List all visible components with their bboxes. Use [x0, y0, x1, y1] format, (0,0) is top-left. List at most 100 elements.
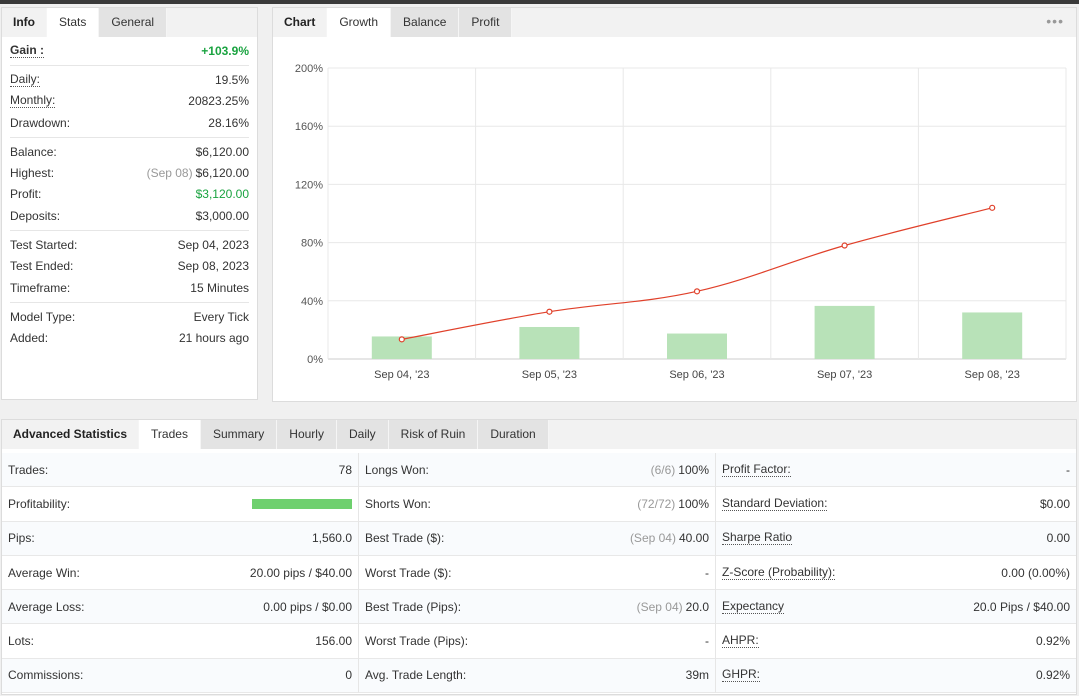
average-win-row: Average Win: 20.00 pips / $40.00: [2, 556, 358, 591]
worst-trade-usd-value: -: [705, 565, 709, 580]
x-tick-label: Sep 04, '23: [374, 369, 429, 381]
gain-group: Gain : +103.9%: [10, 37, 249, 67]
longs-won-value: 100%: [678, 462, 709, 477]
y-tick-label: 0%: [307, 354, 323, 366]
drawdown-row: Drawdown: 28.16%: [10, 112, 249, 133]
profit-factor-label[interactable]: Profit Factor:: [722, 461, 791, 477]
tab-duration[interactable]: Duration: [478, 420, 549, 449]
tab-balance[interactable]: Balance: [391, 8, 460, 37]
z-score-row: Z-Score (Probability): 0.00 (0.00%): [716, 556, 1076, 591]
average-loss-value: 0.00 pips / $0.00: [263, 599, 352, 614]
shorts-won-label: Shorts Won:: [365, 496, 431, 511]
profit-label: Profit:: [10, 187, 42, 202]
tab-chart[interactable]: Chart: [273, 8, 328, 37]
ghpr-row: GHPR: 0.92%: [716, 658, 1076, 694]
tab-advanced-statistics[interactable]: Advanced Statistics: [2, 420, 140, 449]
profit-factor-row: Profit Factor: -: [716, 453, 1076, 488]
balance-value: $6,120.00: [195, 144, 249, 159]
drawdown-label: Drawdown:: [10, 115, 71, 130]
daily-label[interactable]: Daily:: [10, 71, 41, 87]
tab-risk-of-ruin[interactable]: Risk of Ruin: [388, 420, 479, 449]
ghpr-value: 0.92%: [1035, 668, 1070, 683]
added-row: Added: 21 hours ago: [10, 328, 249, 349]
ahpr-row: AHPR: 0.92%: [716, 624, 1076, 659]
ahpr-label[interactable]: AHPR:: [722, 633, 759, 649]
meta-group: Model Type: Every Tick Added: 21 hours a…: [10, 303, 249, 353]
deposits-row: Deposits: $3,000.00: [10, 205, 249, 226]
info-panel: Info Stats General Gain : +103.9% Daily:…: [1, 7, 258, 400]
tab-growth[interactable]: Growth: [327, 8, 392, 37]
test-started-value: Sep 04, 2023: [177, 238, 249, 253]
expectancy-value: 20.0 Pips / $40.00: [973, 599, 1070, 614]
longs-won-count: (6/6): [650, 462, 676, 477]
y-tick-label: 120%: [295, 179, 323, 191]
tab-summary[interactable]: Summary: [200, 420, 278, 449]
growth-point: [989, 204, 996, 211]
monthly-value: 20823.25%: [188, 94, 249, 109]
money-group: Balance: $6,120.00 Highest: (Sep 08) $6,1…: [10, 138, 249, 232]
tab-general[interactable]: General: [99, 8, 168, 37]
z-score-label[interactable]: Z-Score (Probability):: [722, 564, 836, 580]
advanced-statistics-panel: Advanced Statistics Trades Summary Hourl…: [1, 419, 1077, 695]
monthly-label[interactable]: Monthly:: [10, 93, 56, 109]
balance-label: Balance:: [10, 144, 57, 159]
shorts-won-value: 100%: [678, 496, 709, 511]
more-options-icon[interactable]: •••: [1046, 13, 1064, 29]
test-ended-label: Test Ended:: [10, 259, 74, 274]
balance-row: Balance: $6,120.00: [10, 141, 249, 162]
deposits-value: $3,000.00: [195, 208, 249, 223]
tab-profit[interactable]: Profit: [459, 8, 513, 37]
test-ended-row: Test Ended: Sep 08, 2023: [10, 256, 249, 277]
trades-row: Trades: 78: [2, 453, 358, 488]
standard-deviation-label[interactable]: Standard Deviation:: [722, 495, 828, 511]
x-tick-label: Sep 05, '23: [522, 369, 577, 381]
growth-bar: [371, 336, 432, 359]
model-type-row: Model Type: Every Tick: [10, 306, 249, 327]
ghpr-label[interactable]: GHPR:: [722, 667, 761, 683]
worst-trade-usd-row: Worst Trade ($): -: [359, 556, 715, 591]
highest-value-wrap: (Sep 08) $6,120.00: [147, 166, 249, 180]
highest-date: (Sep 08): [146, 166, 193, 181]
rates-group: Daily: 19.5% Monthly: 20823.25% Drawdown…: [10, 66, 249, 139]
model-type-value: Every Tick: [193, 309, 249, 324]
worst-trade-pips-label: Worst Trade (Pips):: [365, 634, 469, 649]
info-tabs: Info Stats General: [2, 8, 257, 37]
added-value: 21 hours ago: [178, 331, 249, 346]
expectancy-label[interactable]: Expectancy: [722, 598, 785, 614]
tab-trades[interactable]: Trades: [139, 420, 201, 449]
monthly-row: Monthly: 20823.25%: [10, 91, 249, 112]
tab-hourly[interactable]: Hourly: [277, 420, 337, 449]
growth-point: [841, 242, 848, 249]
drawdown-value: 28.16%: [208, 115, 249, 130]
gain-row: Gain : +103.9%: [10, 40, 249, 61]
pips-row: Pips: 1,560.0: [2, 521, 358, 556]
sharpe-ratio-label[interactable]: Sharpe Ratio: [722, 530, 793, 546]
worst-trade-pips-value: -: [705, 634, 709, 649]
growth-bar: [667, 333, 727, 359]
added-label: Added:: [10, 331, 49, 346]
stats-column-2: Longs Won: (6/6) 100% Shorts Won: (72/72) 10…: [359, 453, 716, 694]
sharpe-ratio-value: 0.00: [1046, 531, 1070, 546]
expectancy-row: Expectancy 20.0 Pips / $40.00: [716, 590, 1076, 625]
daily-row: Daily: 19.5%: [10, 69, 249, 90]
best-trade-pips-row: Best Trade (Pips): (Sep 04) 20.0: [359, 590, 715, 625]
deposits-label: Deposits:: [10, 208, 61, 223]
profitability-label: Profitability:: [8, 496, 71, 511]
gain-value: +103.9%: [201, 43, 249, 58]
x-tick-label: Sep 08, '23: [965, 369, 1020, 381]
gain-label[interactable]: Gain :: [10, 42, 45, 58]
stats-grid: Trades: 78 Profitability: Pips: 1,560.0 Av…: [2, 453, 1076, 694]
longs-won-row: Longs Won: (6/6) 100%: [359, 453, 715, 488]
tab-info[interactable]: Info: [2, 8, 47, 37]
best-trade-usd-label: Best Trade ($):: [365, 531, 445, 546]
worst-trade-usd-label: Worst Trade ($):: [365, 565, 452, 580]
growth-point: [693, 288, 701, 295]
best-trade-pips-value: 20.0: [685, 599, 709, 614]
commissions-row: Commissions: 0: [2, 658, 358, 694]
tab-stats[interactable]: Stats: [47, 8, 100, 37]
tab-daily[interactable]: Daily: [336, 420, 389, 449]
stats-tabs: Advanced Statistics Trades Summary Hourl…: [2, 420, 1076, 449]
lots-label: Lots:: [8, 634, 35, 649]
chart-panel: Chart Growth Balance Profit ••• 200% 160%…: [272, 7, 1077, 402]
average-win-value: 20.00 pips / $40.00: [249, 565, 352, 580]
